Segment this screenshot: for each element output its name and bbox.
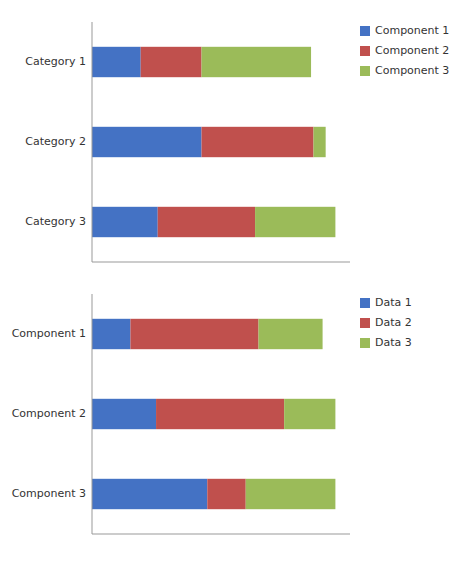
bar-segment	[207, 479, 245, 509]
legend-label: Data 2	[375, 316, 412, 329]
category-label: Component 2	[12, 407, 86, 420]
bar-segment	[284, 399, 335, 429]
legend-label: Component 2	[375, 44, 449, 57]
bars	[92, 47, 335, 237]
legend-swatch	[360, 318, 370, 328]
legend-swatch	[360, 26, 370, 36]
category-label: Component 1	[12, 327, 86, 340]
legend-label: Component 3	[375, 64, 449, 77]
bars	[92, 319, 335, 509]
chart-canvas: Category 1 Category 2 Category 3 Component …	[0, 0, 474, 568]
x-axis-line	[92, 534, 350, 535]
bar-segment	[92, 479, 207, 509]
bar-segment	[156, 399, 284, 429]
legend: Component 1 Component 2 Component 3	[360, 24, 449, 77]
x-axis-line	[92, 262, 350, 263]
legend-swatch	[360, 66, 370, 76]
bar-segment	[158, 207, 255, 237]
category-label: Category 3	[25, 215, 86, 228]
chart: Component 1Component 2Component 3Data 1D…	[12, 294, 412, 534]
y-axis-line	[92, 294, 93, 534]
bar-segment	[202, 47, 312, 77]
legend-label: Data 1	[375, 296, 412, 309]
bar-segment	[92, 399, 156, 429]
category-label: Category 1	[25, 55, 86, 68]
bar-segment	[259, 319, 323, 349]
y-axis-line	[92, 22, 93, 262]
legend-swatch	[360, 338, 370, 348]
legend: Data 1 Data 2 Data 3	[360, 296, 412, 349]
legend-swatch	[360, 46, 370, 56]
category-label: Component 3	[12, 487, 86, 500]
bar-segment	[313, 127, 325, 157]
bar-segment	[92, 207, 158, 237]
bar-segment	[255, 207, 335, 237]
bar-segment	[246, 479, 336, 509]
bar-segment	[92, 127, 202, 157]
bar-segment	[92, 47, 141, 77]
legend-label: Data 3	[375, 336, 412, 349]
legend-label: Component 1	[375, 24, 449, 37]
legend-swatch	[360, 298, 370, 308]
category-label: Category 2	[25, 135, 86, 148]
bar-segment	[92, 319, 130, 349]
bar-segment	[202, 127, 314, 157]
bar-segment	[141, 47, 202, 77]
bar-segment	[130, 319, 258, 349]
chart: Category 1 Category 2 Category 3 Component …	[25, 22, 449, 262]
